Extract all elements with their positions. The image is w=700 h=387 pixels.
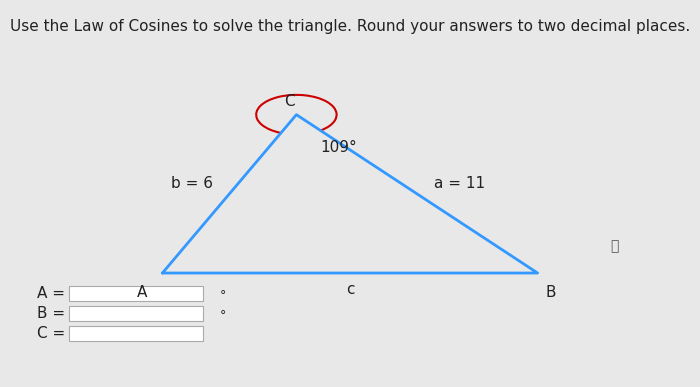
Text: C =: C = [37,326,65,341]
Text: C: C [284,94,295,109]
Text: B: B [546,285,556,300]
Text: A: A [137,285,148,300]
Text: b = 6: b = 6 [171,176,213,192]
FancyBboxPatch shape [69,326,202,341]
Text: A =: A = [37,286,65,301]
Text: a = 11: a = 11 [434,176,485,192]
Text: B =: B = [37,306,65,321]
Text: ⓘ: ⓘ [610,240,619,253]
Text: c: c [346,282,354,297]
Text: °: ° [219,309,225,322]
FancyBboxPatch shape [69,286,202,301]
FancyBboxPatch shape [69,306,202,321]
Text: Use the Law of Cosines to solve the triangle. Round your answers to two decimal : Use the Law of Cosines to solve the tria… [10,19,690,34]
Text: °: ° [219,289,225,302]
Text: 109°: 109° [320,140,356,155]
